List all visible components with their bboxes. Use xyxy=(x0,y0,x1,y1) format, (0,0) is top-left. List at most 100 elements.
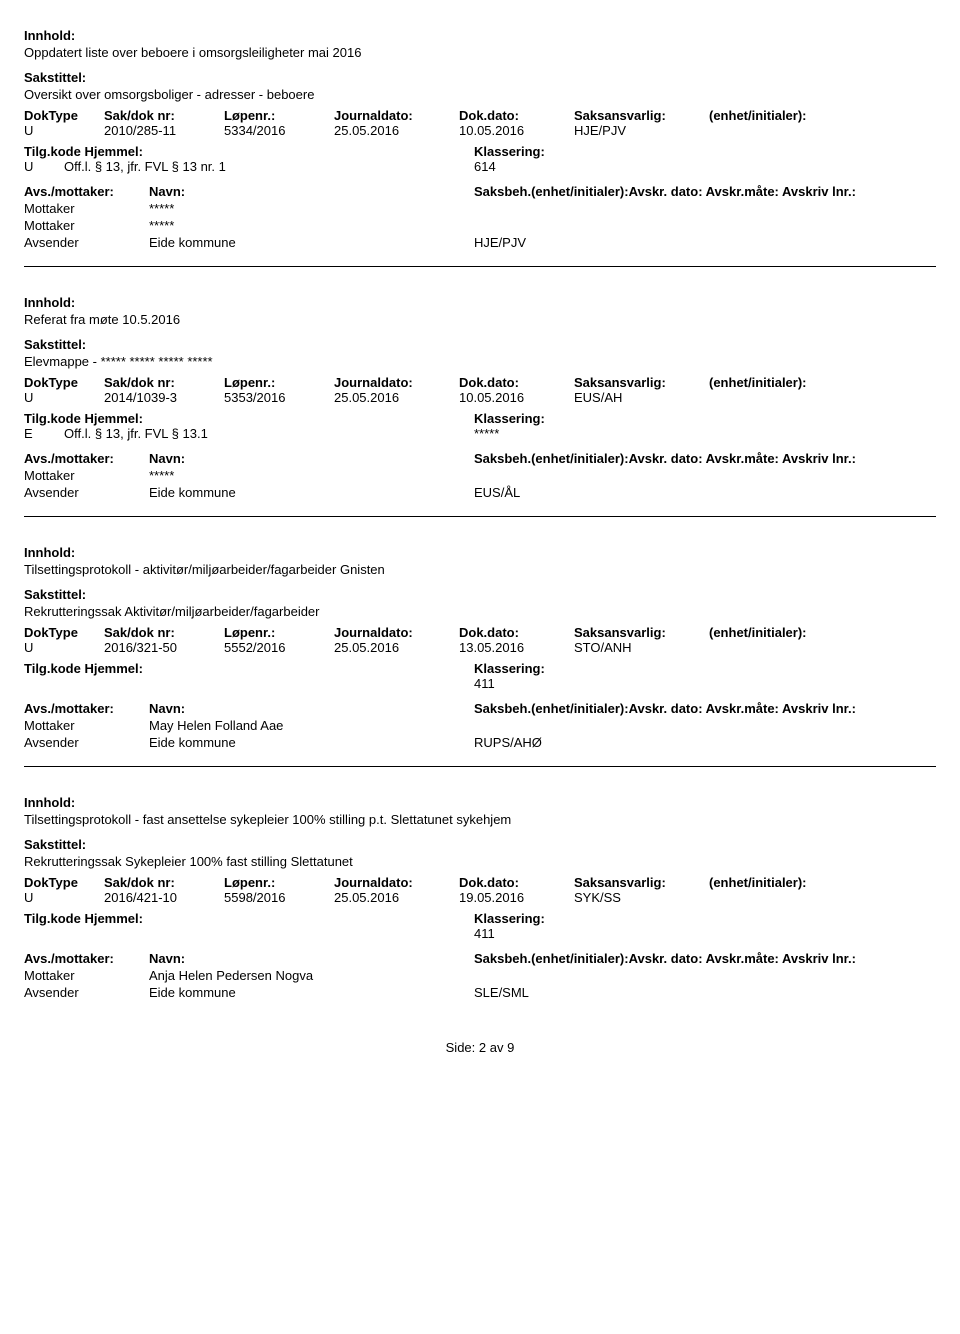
avs-header-row: Avs./mottaker:Navn:Saksbeh.(enhet/initia… xyxy=(24,184,936,199)
party-name: Eide kommune xyxy=(149,485,474,500)
navn-label: Navn: xyxy=(149,951,474,966)
av-label: av xyxy=(490,1040,504,1055)
col-journaldato-label: Journaldato: xyxy=(334,875,459,890)
party-role: Avsender xyxy=(24,985,149,1000)
tilg-header-row: Tilg.kode Hjemmel:Klassering: xyxy=(24,411,936,426)
col-dokdato-label: Dok.dato: xyxy=(459,375,574,390)
party-row: AvsenderEide kommuneRUPS/AHØ xyxy=(24,735,936,750)
party-role: Avsender xyxy=(24,735,149,750)
klassering-label: Klassering: xyxy=(474,144,545,159)
klassering-value: ***** xyxy=(474,426,936,441)
party-row: AvsenderEide kommuneHJE/PJV xyxy=(24,235,936,250)
tilg-data-row: EOff.l. § 13, jfr. FVL § 13.1***** xyxy=(24,426,936,441)
navn-label: Navn: xyxy=(149,184,474,199)
party-name: ***** xyxy=(149,468,474,483)
klassering-label: Klassering: xyxy=(474,661,545,676)
page-current: 2 xyxy=(479,1040,486,1055)
party-name: Eide kommune xyxy=(149,235,474,250)
doktype-value: U xyxy=(24,390,104,405)
journaldato-value: 25.05.2016 xyxy=(334,123,459,138)
party-name: May Helen Folland Aae xyxy=(149,718,474,733)
entries-container: Innhold:Oppdatert liste over beboere i o… xyxy=(24,10,936,1000)
separator xyxy=(24,266,936,267)
party-role: Mottaker xyxy=(24,468,149,483)
dokdato-value: 19.05.2016 xyxy=(459,890,574,905)
side-label: Side: xyxy=(446,1040,476,1055)
avsmottaker-label: Avs./mottaker: xyxy=(24,184,149,199)
col-doktype-label: DokType xyxy=(24,108,104,123)
party-name: Anja Helen Pedersen Nogva xyxy=(149,968,474,983)
party-code: SLE/SML xyxy=(474,985,936,1000)
party-row: Mottaker***** xyxy=(24,218,936,233)
tilg-data-row: 411 xyxy=(24,926,936,941)
tilg-header-row: Tilg.kode Hjemmel:Klassering: xyxy=(24,144,936,159)
saksbeh-label: Saksbeh.(enhet/initialer):Avskr. dato: A… xyxy=(474,951,936,966)
columns-header: DokTypeSak/dok nr:Løpenr.:Journaldato:Do… xyxy=(24,875,936,890)
col-dokdato-label: Dok.dato: xyxy=(459,108,574,123)
sakdok-value: 2016/421-10 xyxy=(104,890,224,905)
saksansvarlig-value: SYK/SS xyxy=(574,890,709,905)
journaldato-value: 25.05.2016 xyxy=(334,390,459,405)
col-journaldato-label: Journaldato: xyxy=(334,108,459,123)
hjemmel-label: Hjemmel: xyxy=(84,411,143,426)
avs-header-row: Avs./mottaker:Navn:Saksbeh.(enhet/initia… xyxy=(24,701,936,716)
innhold-label: Innhold: xyxy=(24,28,936,43)
columns-header: DokTypeSak/dok nr:Løpenr.:Journaldato:Do… xyxy=(24,625,936,640)
party-role: Mottaker xyxy=(24,968,149,983)
sakdok-value: 2010/285-11 xyxy=(104,123,224,138)
col-doktype-label: DokType xyxy=(24,375,104,390)
saksansvarlig-value: HJE/PJV xyxy=(574,123,709,138)
hjemmel-label: Hjemmel: xyxy=(84,661,143,676)
party-name: ***** xyxy=(149,201,474,216)
tilg-data-row: 411 xyxy=(24,676,936,691)
party-row: Mottaker***** xyxy=(24,201,936,216)
party-row: AvsenderEide kommuneSLE/SML xyxy=(24,985,936,1000)
col-journaldato-label: Journaldato: xyxy=(334,625,459,640)
party-role: Mottaker xyxy=(24,718,149,733)
columns-data: U2014/1039-35353/201625.05.201610.05.201… xyxy=(24,390,936,405)
columns-header: DokTypeSak/dok nr:Løpenr.:Journaldato:Do… xyxy=(24,375,936,390)
saksansvarlig-value: EUS/AH xyxy=(574,390,709,405)
col-enhetinit-label: (enhet/initialer): xyxy=(709,375,936,390)
col-dokdato-label: Dok.dato: xyxy=(459,625,574,640)
columns-data: U2010/285-115334/201625.05.201610.05.201… xyxy=(24,123,936,138)
innhold-value: Tilsettingsprotokoll - fast ansettelse s… xyxy=(24,812,936,827)
sakstittel-label: Sakstittel: xyxy=(24,70,936,85)
journal-entry: Innhold:Tilsettingsprotokoll - aktivitør… xyxy=(24,527,936,750)
sakstittel-value: Oversikt over omsorgsboliger - adresser … xyxy=(24,87,936,102)
sakstittel-value: Rekrutteringssak Sykepleier 100% fast st… xyxy=(24,854,936,869)
col-doktype-label: DokType xyxy=(24,875,104,890)
innhold-label: Innhold: xyxy=(24,545,936,560)
innhold-label: Innhold: xyxy=(24,795,936,810)
page-footer: Side: 2 av 9 xyxy=(24,1040,936,1055)
col-journaldato-label: Journaldato: xyxy=(334,375,459,390)
party-row: AvsenderEide kommuneEUS/ÅL xyxy=(24,485,936,500)
sakstittel-label: Sakstittel: xyxy=(24,837,936,852)
party-code: RUPS/AHØ xyxy=(474,735,936,750)
party-row: Mottaker***** xyxy=(24,468,936,483)
party-name: ***** xyxy=(149,218,474,233)
journaldato-value: 25.05.2016 xyxy=(334,890,459,905)
lopenr-value: 5552/2016 xyxy=(224,640,334,655)
innhold-label: Innhold: xyxy=(24,295,936,310)
klassering-value: 411 xyxy=(474,926,936,941)
dokdato-value: 10.05.2016 xyxy=(459,390,574,405)
col-saksansvarlig-label: Saksansvarlig: xyxy=(574,625,709,640)
tilgkode-value: U xyxy=(24,159,64,174)
tilg-header-row: Tilg.kode Hjemmel:Klassering: xyxy=(24,911,936,926)
separator xyxy=(24,766,936,767)
hjemmel-label: Hjemmel: xyxy=(84,144,143,159)
journaldato-value: 25.05.2016 xyxy=(334,640,459,655)
party-row: MottakerAnja Helen Pedersen Nogva xyxy=(24,968,936,983)
sakstittel-value: Elevmappe - ***** ***** ***** ***** xyxy=(24,354,936,369)
col-enhetinit-label: (enhet/initialer): xyxy=(709,875,936,890)
columns-data: U2016/421-105598/201625.05.201619.05.201… xyxy=(24,890,936,905)
col-sakdok-label: Sak/dok nr: xyxy=(104,375,224,390)
tilg-data-row: UOff.l. § 13, jfr. FVL § 13 nr. 1614 xyxy=(24,159,936,174)
saksbeh-label: Saksbeh.(enhet/initialer):Avskr. dato: A… xyxy=(474,701,936,716)
col-lopenr-label: Løpenr.: xyxy=(224,875,334,890)
sakdok-value: 2014/1039-3 xyxy=(104,390,224,405)
col-enhetinit-label: (enhet/initialer): xyxy=(709,625,936,640)
party-role: Avsender xyxy=(24,235,149,250)
journal-entry: Innhold:Oppdatert liste over beboere i o… xyxy=(24,10,936,250)
